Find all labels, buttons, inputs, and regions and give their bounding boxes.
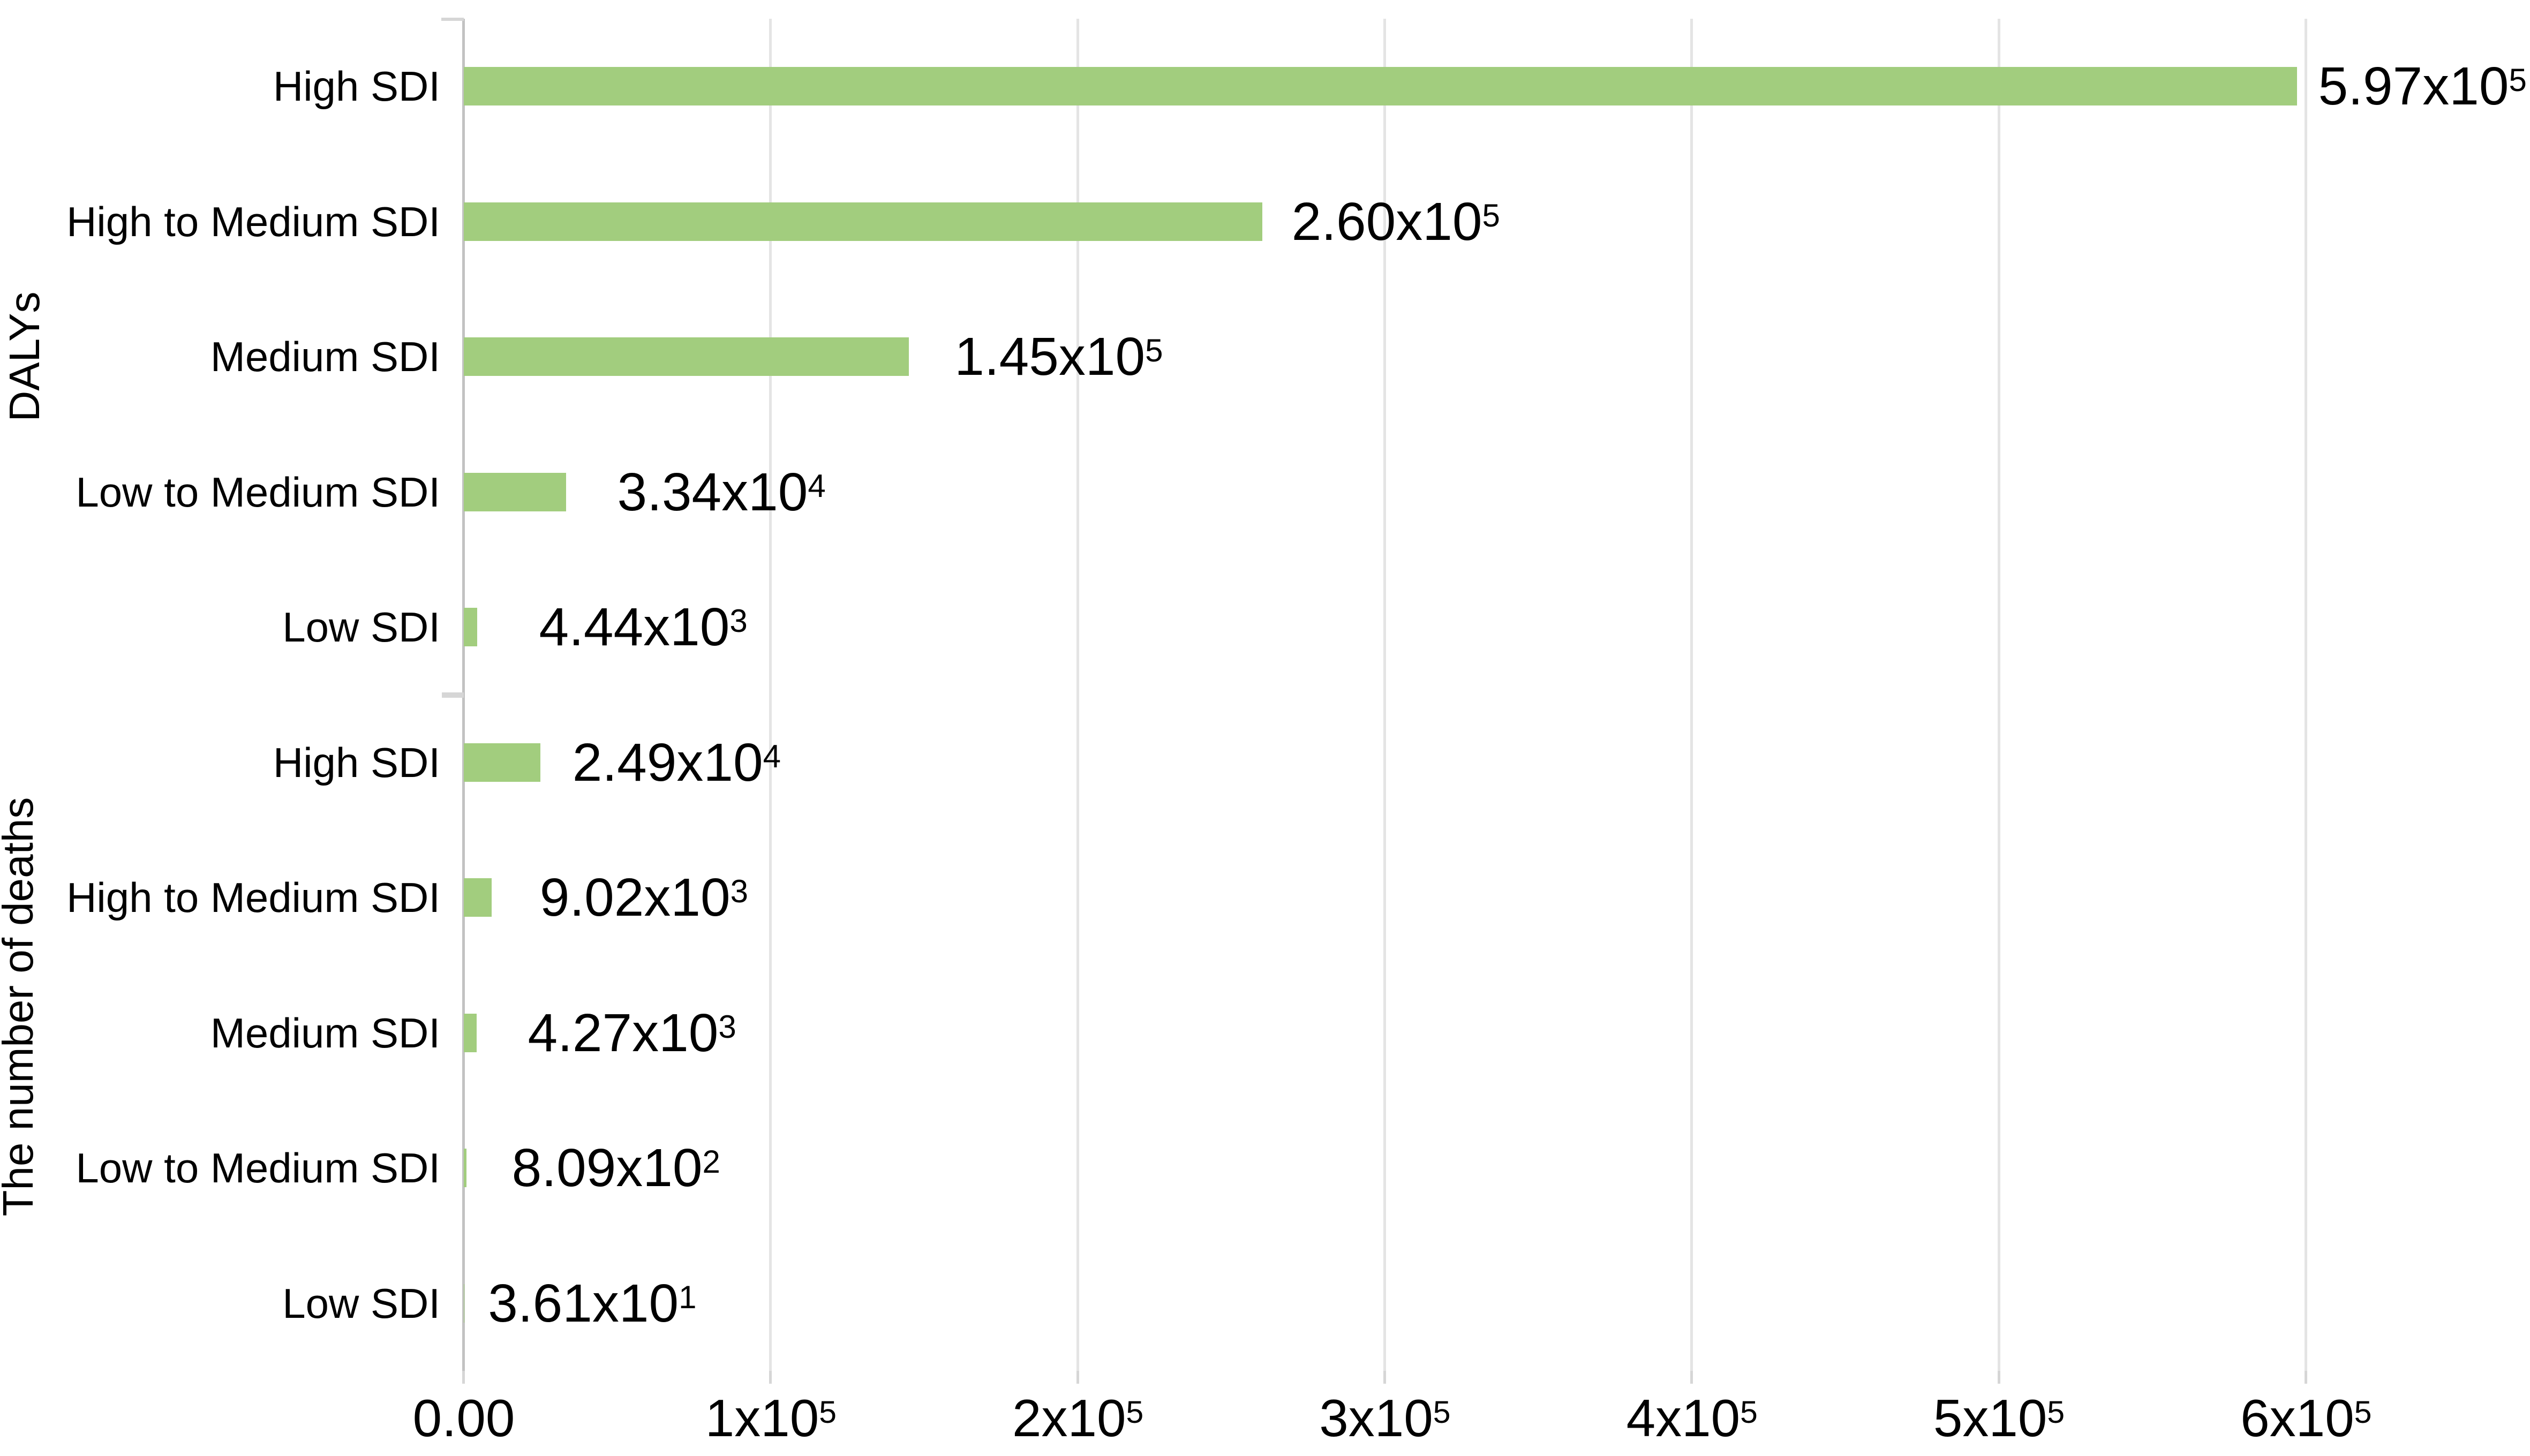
exponent: 1 [679, 1279, 697, 1315]
x-tick-mark [769, 1371, 772, 1384]
x-tick-mark [462, 1371, 465, 1384]
bar [464, 1013, 477, 1052]
bar [464, 608, 478, 647]
bar-value-label: 9.02x103 [539, 867, 748, 928]
exponent: 5 [2354, 1395, 2372, 1430]
gridline [769, 19, 772, 1371]
exponent: 5 [1433, 1395, 1451, 1430]
exponent: 5 [2047, 1395, 2065, 1430]
category-label: Low SDI [282, 603, 440, 651]
category-label: Medium SDI [210, 1009, 440, 1057]
bar-value-label: 5.97x105 [2318, 56, 2527, 117]
x-tick-label: 5x105 [1933, 1389, 2065, 1447]
category-label: High SDI [273, 63, 440, 110]
bar [464, 1149, 466, 1188]
gridline [1690, 19, 1693, 1371]
bar-value-label: 3.61x101 [488, 1273, 697, 1333]
category-label: Low to Medium SDI [76, 468, 440, 516]
exponent: 5 [1482, 197, 1500, 233]
exponent: 2 [702, 1144, 720, 1180]
gridline [1076, 19, 1079, 1371]
y-axis-group-label-dalys: DALYs [1, 291, 48, 422]
bar-value-label: 8.09x102 [511, 1138, 720, 1198]
exponent: 4 [763, 738, 781, 774]
category-label: Medium SDI [210, 333, 440, 381]
category-label: Low SDI [282, 1279, 440, 1327]
exponent: 4 [808, 467, 826, 504]
x-tick-label: 0.00 [412, 1389, 515, 1447]
x-tick-label: 2x105 [1012, 1389, 1144, 1447]
bar [464, 67, 2297, 106]
bar [464, 878, 492, 917]
bar-value-label: 4.44x103 [539, 597, 748, 658]
x-tick-label: 6x105 [2240, 1389, 2372, 1447]
x-tick-mark [2304, 1371, 2307, 1384]
gridline [1997, 19, 2000, 1371]
bar-value-label: 2.60x105 [1291, 191, 1500, 252]
gridline [2304, 19, 2307, 1371]
x-tick-mark [1076, 1371, 1079, 1384]
bar-value-label: 4.27x103 [528, 1002, 736, 1063]
group-divider-tick [442, 692, 464, 698]
exponent: 5 [1145, 333, 1163, 369]
x-tick-mark [1383, 1371, 1386, 1384]
bar [464, 202, 1262, 241]
category-label: High SDI [273, 738, 440, 786]
x-tick-label: 3x105 [1319, 1389, 1451, 1447]
bar [464, 472, 567, 511]
category-label: High to Medium SDI [66, 874, 440, 922]
bar [464, 743, 540, 782]
x-tick-label: 1x105 [705, 1389, 837, 1447]
exponent: 5 [1740, 1395, 1758, 1430]
exponent: 3 [729, 603, 748, 639]
bar-value-label: 3.34x104 [617, 462, 826, 522]
bar-value-label: 1.45x105 [954, 327, 1163, 387]
axis-top-tick [441, 18, 464, 21]
gridline [1383, 19, 1386, 1371]
x-tick-mark [1997, 1371, 2000, 1384]
y-axis-group-label-deaths: The number of deaths [0, 797, 42, 1217]
exponent: 3 [718, 1008, 736, 1045]
x-tick-mark [1690, 1371, 1693, 1384]
bar-value-label: 2.49x104 [572, 732, 781, 793]
exponent: 5 [2509, 62, 2527, 99]
exponent: 5 [819, 1395, 837, 1430]
category-label: Low to Medium SDI [76, 1144, 440, 1192]
category-label: High to Medium SDI [66, 198, 440, 245]
x-tick-label: 4x105 [1626, 1389, 1758, 1447]
exponent: 3 [730, 873, 748, 910]
exponent: 5 [1126, 1395, 1144, 1430]
bar [464, 337, 909, 376]
